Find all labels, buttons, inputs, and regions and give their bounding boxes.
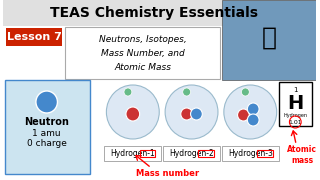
Bar [257, 150, 273, 157]
Bar [5, 28, 62, 46]
Circle shape [237, 109, 249, 121]
Text: Neutron: Neutron [24, 117, 69, 127]
Circle shape [183, 88, 191, 96]
Bar [140, 150, 155, 157]
Circle shape [181, 108, 193, 120]
Text: 1 amu: 1 amu [32, 129, 61, 138]
Text: Hydrogen-1: Hydrogen-1 [110, 149, 155, 158]
Circle shape [106, 85, 159, 139]
Circle shape [36, 91, 58, 113]
Text: Hydrogen-3: Hydrogen-3 [228, 149, 273, 158]
Circle shape [124, 88, 132, 96]
Bar [3, 0, 316, 26]
Text: 0 charge: 0 charge [27, 140, 67, 148]
Circle shape [224, 85, 277, 139]
Bar [222, 146, 279, 161]
Circle shape [242, 88, 249, 96]
Bar [198, 150, 214, 157]
Bar [65, 27, 220, 79]
Text: Hydrogen: Hydrogen [283, 112, 307, 118]
Text: TEAS Chemistry Essentials: TEAS Chemistry Essentials [50, 6, 258, 20]
Text: Mass Number, and: Mass Number, and [101, 48, 184, 57]
Circle shape [191, 108, 202, 120]
Text: Hydrogen-2: Hydrogen-2 [169, 149, 214, 158]
Bar [163, 146, 220, 161]
Text: Mass number: Mass number [135, 170, 199, 179]
Circle shape [126, 107, 140, 121]
Bar [279, 82, 312, 126]
Text: 1: 1 [293, 87, 298, 93]
Text: Lesson 7: Lesson 7 [6, 32, 61, 42]
Text: 👤: 👤 [261, 26, 276, 50]
Bar [104, 146, 161, 161]
Text: H: H [287, 93, 303, 112]
Text: Atomic
mass: Atomic mass [287, 145, 317, 165]
Text: Atomic Mass: Atomic Mass [114, 62, 171, 71]
Circle shape [247, 103, 259, 115]
Circle shape [165, 85, 218, 139]
Circle shape [247, 114, 259, 126]
Bar [4, 80, 90, 174]
Bar [222, 0, 316, 80]
Text: Neutrons, Isotopes,: Neutrons, Isotopes, [99, 35, 187, 44]
Text: 1.01: 1.01 [289, 120, 302, 125]
